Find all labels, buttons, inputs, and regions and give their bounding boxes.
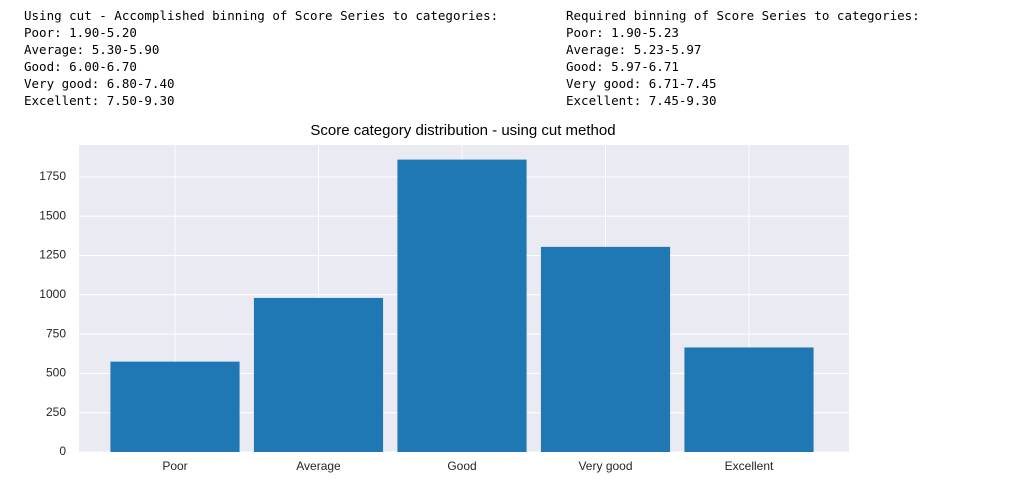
- y-tick-label: 1000: [39, 287, 66, 301]
- output-line: Excellent: 7.50-9.30: [24, 93, 175, 108]
- y-tick-label: 250: [46, 405, 66, 419]
- output-left: Using cut - Accomplished binning of Scor…: [24, 7, 498, 109]
- chart-title: Score category distribution - using cut …: [310, 122, 615, 139]
- output-line: Very good: 6.80-7.40: [24, 76, 175, 91]
- output-line: Using cut - Accomplished binning of Scor…: [24, 8, 499, 23]
- bar: [684, 347, 814, 452]
- x-tick-label: Poor: [162, 459, 187, 473]
- y-tick-label: 1500: [39, 208, 66, 222]
- output-line: Excellent: 7.45-9.30: [566, 93, 717, 108]
- output-line: Average: 5.30-5.90: [24, 42, 160, 57]
- x-tick-label: Excellent: [725, 459, 774, 473]
- bar: [110, 361, 240, 452]
- y-tick-label: 750: [46, 326, 66, 340]
- y-tick-label: 0: [59, 444, 66, 458]
- output-line: Required binning of Score Series to cate…: [566, 8, 920, 23]
- output-right: Required binning of Score Series to cate…: [566, 7, 920, 109]
- output-line: Good: 6.00-6.70: [24, 59, 137, 74]
- y-tick-label: 1750: [39, 169, 66, 183]
- output-line: Poor: 1.90-5.23: [566, 25, 679, 40]
- x-tick-label: Very good: [578, 459, 632, 473]
- bar: [253, 297, 384, 452]
- y-tick-label: 500: [46, 366, 66, 380]
- x-tick-label: Good: [447, 459, 476, 473]
- bar: [397, 159, 527, 452]
- bar: [540, 246, 671, 452]
- output-line: Poor: 1.90-5.20: [24, 25, 137, 40]
- output-line: Average: 5.23-5.97: [566, 42, 702, 57]
- output-line: Very good: 6.71-7.45: [566, 76, 717, 91]
- x-tick-label: Average: [296, 459, 341, 473]
- output-line: Good: 5.97-6.71: [566, 59, 679, 74]
- y-tick-label: 1250: [39, 248, 66, 262]
